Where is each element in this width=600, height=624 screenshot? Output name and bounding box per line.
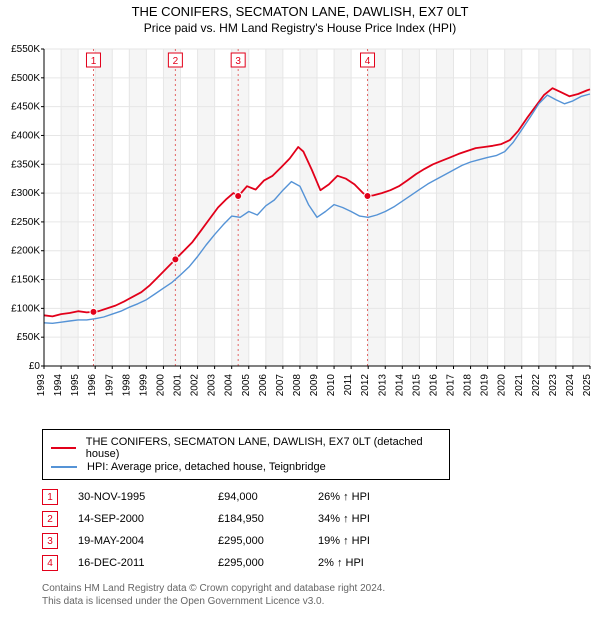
sale-date: 30-NOV-1995 <box>78 491 218 503</box>
legend-row: HPI: Average price, detached house, Teig… <box>51 461 441 473</box>
footer-line1: Contains HM Land Registry data © Crown c… <box>42 582 600 595</box>
svg-text:2002: 2002 <box>190 374 201 397</box>
svg-text:2006: 2006 <box>258 374 269 397</box>
sale-pct: 2% ↑ HPI <box>318 557 438 569</box>
svg-text:1999: 1999 <box>138 374 149 397</box>
page-subtitle: Price paid vs. HM Land Registry's House … <box>0 21 600 35</box>
svg-text:1998: 1998 <box>121 374 132 397</box>
svg-text:1995: 1995 <box>70 374 81 397</box>
svg-text:£350K: £350K <box>11 159 40 170</box>
svg-text:£50K: £50K <box>17 332 41 343</box>
sale-pct: 19% ↑ HPI <box>318 535 438 547</box>
svg-text:1: 1 <box>91 56 97 67</box>
svg-text:1994: 1994 <box>53 374 64 397</box>
price-chart: 1 2 3 4 £0 £50K £100K £150K £200K £250K £300K £350K… <box>0 41 600 421</box>
sale-price: £94,000 <box>218 491 318 503</box>
sale-price: £295,000 <box>218 535 318 547</box>
svg-text:£0: £0 <box>29 361 41 372</box>
svg-text:£150K: £150K <box>11 275 40 286</box>
svg-text:2025: 2025 <box>582 374 593 397</box>
sale-marker-icon: 4 <box>42 555 58 571</box>
svg-text:2014: 2014 <box>394 374 405 397</box>
svg-text:2009: 2009 <box>309 374 320 397</box>
sale-date: 16-DEC-2011 <box>78 557 218 569</box>
table-row: 3 19-MAY-2004£295,00019% ↑ HPI <box>42 530 600 552</box>
svg-text:£250K: £250K <box>11 217 40 228</box>
svg-text:3: 3 <box>235 56 241 67</box>
svg-text:£500K: £500K <box>11 73 40 84</box>
svg-text:2007: 2007 <box>275 374 286 397</box>
sale-price: £184,950 <box>218 513 318 525</box>
sale-pct: 26% ↑ HPI <box>318 491 438 503</box>
svg-text:2016: 2016 <box>428 374 439 397</box>
svg-text:2011: 2011 <box>343 374 354 396</box>
svg-text:4: 4 <box>365 56 371 67</box>
legend-label: HPI: Average price, detached house, Teig… <box>87 461 326 473</box>
sale-date: 14-SEP-2000 <box>78 513 218 525</box>
sale-marker-icon: 2 <box>42 511 58 527</box>
svg-text:2008: 2008 <box>292 374 303 397</box>
svg-text:£400K: £400K <box>11 130 40 141</box>
svg-text:£300K: £300K <box>11 188 40 199</box>
svg-text:1997: 1997 <box>104 374 115 397</box>
sale-pct: 34% ↑ HPI <box>318 513 438 525</box>
sale-price: £295,000 <box>218 557 318 569</box>
svg-text:2017: 2017 <box>446 374 457 397</box>
svg-text:£100K: £100K <box>11 303 40 314</box>
sale-date: 19-MAY-2004 <box>78 535 218 547</box>
legend-swatch <box>51 466 77 468</box>
svg-text:£550K: £550K <box>11 44 40 55</box>
sales-table: 1 30-NOV-1995£94,00026% ↑ HPI 2 14-SEP-2000… <box>42 486 600 574</box>
svg-text:1993: 1993 <box>36 374 47 397</box>
table-row: 1 30-NOV-1995£94,00026% ↑ HPI <box>42 486 600 508</box>
svg-text:1996: 1996 <box>87 374 98 397</box>
svg-text:2015: 2015 <box>411 374 422 397</box>
svg-text:2023: 2023 <box>548 374 559 397</box>
svg-text:2001: 2001 <box>173 374 184 397</box>
svg-text:2018: 2018 <box>463 374 474 397</box>
svg-text:2019: 2019 <box>480 374 491 397</box>
footer-note: Contains HM Land Registry data © Crown c… <box>42 582 600 608</box>
svg-text:2022: 2022 <box>531 374 542 397</box>
table-row: 4 16-DEC-2011£295,0002% ↑ HPI <box>42 552 600 574</box>
svg-text:£450K: £450K <box>11 102 40 113</box>
svg-text:2012: 2012 <box>360 374 371 397</box>
svg-text:2000: 2000 <box>155 374 166 397</box>
footer-line2: This data is licensed under the Open Gov… <box>42 595 600 608</box>
svg-text:2005: 2005 <box>241 374 252 397</box>
svg-text:2021: 2021 <box>514 374 525 397</box>
sale-marker-icon: 1 <box>42 489 58 505</box>
svg-text:2013: 2013 <box>377 374 388 397</box>
table-row: 2 14-SEP-2000£184,95034% ↑ HPI <box>42 508 600 530</box>
svg-text:2003: 2003 <box>207 374 218 397</box>
svg-text:£200K: £200K <box>11 246 40 257</box>
svg-text:2004: 2004 <box>224 374 235 397</box>
svg-text:2024: 2024 <box>565 374 576 397</box>
legend-swatch <box>51 447 76 449</box>
svg-text:2020: 2020 <box>497 374 508 397</box>
legend-row: THE CONIFERS, SECMATON LANE, DAWLISH, EX… <box>51 436 441 460</box>
svg-text:2: 2 <box>173 56 179 67</box>
sale-marker-icon: 3 <box>42 533 58 549</box>
legend-label: THE CONIFERS, SECMATON LANE, DAWLISH, EX… <box>86 436 441 460</box>
page-title: THE CONIFERS, SECMATON LANE, DAWLISH, EX… <box>0 4 600 19</box>
svg-text:2010: 2010 <box>326 374 337 397</box>
legend: THE CONIFERS, SECMATON LANE, DAWLISH, EX… <box>42 429 450 480</box>
